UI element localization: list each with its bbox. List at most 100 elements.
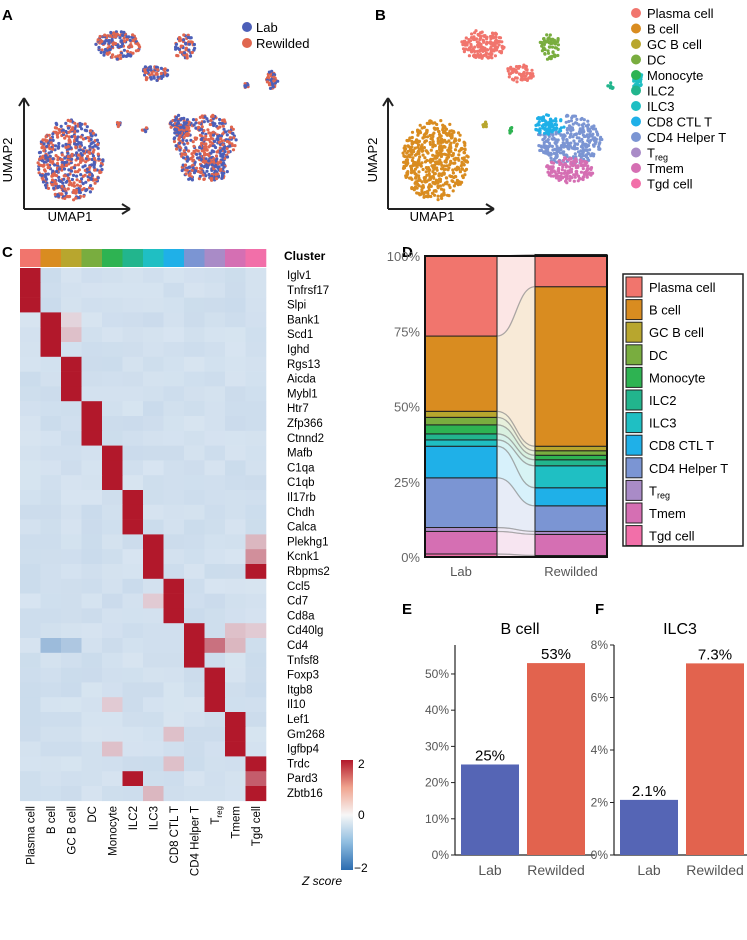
- umap-point: [550, 45, 555, 49]
- heatmap-cell: [102, 519, 123, 535]
- umap-point: [425, 128, 429, 133]
- umap-point: [556, 40, 560, 44]
- umap-a-cluster: [140, 126, 149, 134]
- umap-point: [234, 138, 238, 142]
- bar-ytick-label: 20%: [425, 776, 449, 790]
- umap-point: [403, 154, 407, 159]
- umap-point: [449, 161, 453, 165]
- umap-point: [48, 147, 52, 151]
- umap-point: [194, 169, 198, 173]
- umap-point: [53, 163, 57, 167]
- umap-point: [592, 124, 596, 128]
- umap-point: [584, 162, 588, 166]
- heatmap-cell: [245, 312, 267, 328]
- umap-point: [480, 30, 484, 34]
- cluster-color-cell: [204, 249, 226, 267]
- gene-label: Iglv1: [287, 270, 311, 282]
- umap-point: [464, 36, 468, 40]
- legend-b-label: CD4 Helper T: [647, 130, 726, 145]
- umap-point: [417, 170, 421, 174]
- umap-point: [79, 173, 83, 177]
- umap-point: [70, 157, 74, 161]
- heatmap-cell: [225, 327, 246, 343]
- umap-point: [589, 172, 593, 176]
- umap-point: [89, 184, 93, 188]
- umap-point: [149, 75, 153, 79]
- umap-point: [48, 138, 52, 142]
- umap-point: [422, 125, 426, 129]
- heatmap-cell: [184, 564, 205, 580]
- heatmap-cell: [20, 534, 41, 550]
- umap-point: [122, 39, 127, 43]
- umap-point: [542, 150, 546, 155]
- umap-point: [545, 113, 549, 117]
- heatmap-cell: [122, 342, 144, 358]
- umap-point: [78, 124, 82, 129]
- umap-point: [130, 35, 134, 39]
- heatmap-cell: [20, 401, 41, 417]
- colorbar-tick-min: −2: [354, 861, 368, 875]
- column-label: CD8 CTL T: [169, 806, 181, 864]
- heatmap-cell: [122, 401, 144, 417]
- heatmap-cell: [20, 697, 41, 713]
- umap-point: [401, 151, 405, 155]
- heatmap-cell: [204, 371, 226, 387]
- umap-point: [560, 168, 564, 172]
- heatmap-cell: [163, 519, 185, 535]
- umap-point: [432, 172, 436, 176]
- umap-point: [41, 180, 46, 184]
- umap-point: [418, 129, 422, 133]
- heatmap-cell: [204, 697, 226, 713]
- composition-bar-rewilded: [534, 286, 608, 447]
- umap-point: [76, 170, 80, 174]
- umap-point: [200, 114, 204, 118]
- umap-point: [46, 158, 50, 162]
- heatmap-cell: [143, 282, 164, 298]
- cluster-color-cell: [61, 249, 82, 267]
- umap-point: [51, 183, 55, 187]
- umap-point: [437, 129, 441, 133]
- legend-d-label: B cell: [649, 303, 681, 318]
- legend-a: Lab Rewilded: [242, 20, 309, 51]
- heatmap-cell: [122, 578, 144, 594]
- umap-point: [174, 45, 178, 49]
- umap-point: [542, 143, 546, 147]
- umap-point: [408, 146, 412, 150]
- umap-point: [467, 40, 471, 44]
- legend-rewilded-label: Rewilded: [256, 36, 309, 51]
- heatmap-cell: [143, 623, 164, 639]
- umap-point: [67, 162, 71, 166]
- umap-point: [454, 156, 458, 160]
- composition-bar-rewilded: [534, 253, 608, 288]
- umap-point: [579, 152, 584, 156]
- umap-point: [272, 79, 276, 83]
- umap-point: [176, 54, 180, 58]
- heatmap-cell: [204, 786, 226, 802]
- heatmap-cell: [61, 534, 82, 550]
- umap-point: [466, 48, 470, 52]
- umap-point: [439, 194, 443, 198]
- umap-point: [100, 48, 104, 52]
- heatmap-cell: [81, 430, 103, 446]
- legend-d-swatch: [625, 366, 643, 388]
- composition-ytick: 100%: [387, 249, 421, 264]
- umap-point: [75, 174, 79, 178]
- umap-point: [449, 133, 453, 138]
- umap-point: [189, 138, 193, 142]
- heatmap-cell: [143, 519, 164, 535]
- heatmap-cell: [143, 786, 164, 802]
- umap-point: [531, 72, 535, 76]
- umap-point: [407, 138, 411, 142]
- umap-point: [474, 37, 479, 41]
- umap-point: [597, 142, 601, 146]
- column-label: Treg: [210, 806, 224, 825]
- umap-point: [547, 124, 551, 128]
- umap-point: [475, 49, 479, 54]
- heatmap-cell: [204, 327, 226, 343]
- umap-point: [60, 163, 64, 167]
- umap-point: [45, 144, 49, 148]
- umap-point: [540, 44, 544, 48]
- umap-point: [225, 170, 229, 174]
- heatmap-cell: [245, 578, 267, 594]
